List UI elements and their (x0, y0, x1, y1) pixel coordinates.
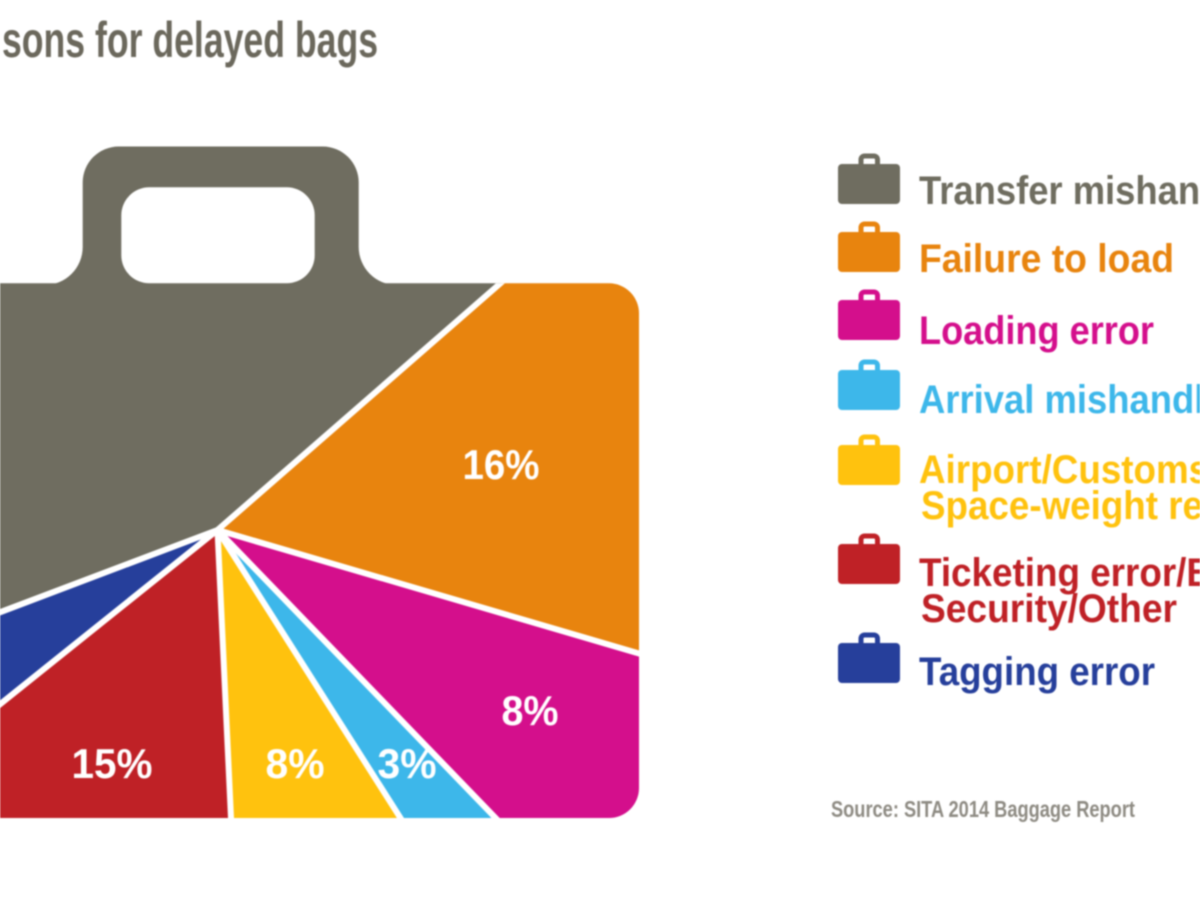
svg-text:3%: 3% (378, 740, 437, 787)
svg-text:8%: 8% (502, 687, 559, 734)
svg-text:Arrival mishandling: Arrival mishandling (919, 378, 1200, 422)
svg-text:Airport/Customs/Weather/: Airport/Customs/Weather/ (919, 448, 1200, 492)
svg-text:sons for delayed bags: sons for delayed bags (2, 12, 378, 68)
svg-text:Tagging error: Tagging error (919, 650, 1155, 694)
svg-text:Failure to load: Failure to load (919, 237, 1174, 281)
svg-text:Transfer mishandling: Transfer mishandling (919, 169, 1200, 213)
svg-text:Space-weight restriction: Space-weight restriction (921, 484, 1200, 528)
svg-text:16%: 16% (463, 441, 540, 488)
svg-text:Security/Other: Security/Other (921, 587, 1177, 631)
svg-text:Source: SITA 2014 Baggage Repo: Source: SITA 2014 Baggage Report (831, 796, 1135, 822)
svg-text:Ticketing error/Bag switch/: Ticketing error/Bag switch/ (919, 551, 1200, 595)
svg-text:8%: 8% (266, 740, 325, 787)
svg-text:15%: 15% (72, 740, 153, 787)
svg-text:Loading error: Loading error (919, 309, 1154, 353)
